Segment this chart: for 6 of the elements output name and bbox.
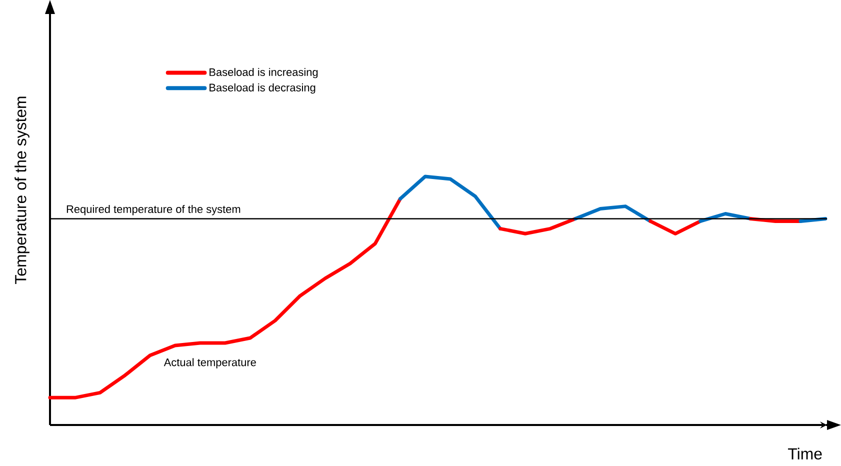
ref-line-label: Required temperature of the system <box>66 204 240 216</box>
legend-label: Baseload is decrasing <box>210 83 316 94</box>
x-axis-title: Time <box>788 448 822 460</box>
legend-label: Baseload is increasing <box>210 68 318 78</box>
annotation: Actual temperature <box>164 358 256 368</box>
y-axis-title: Temperature of the system <box>14 96 30 284</box>
